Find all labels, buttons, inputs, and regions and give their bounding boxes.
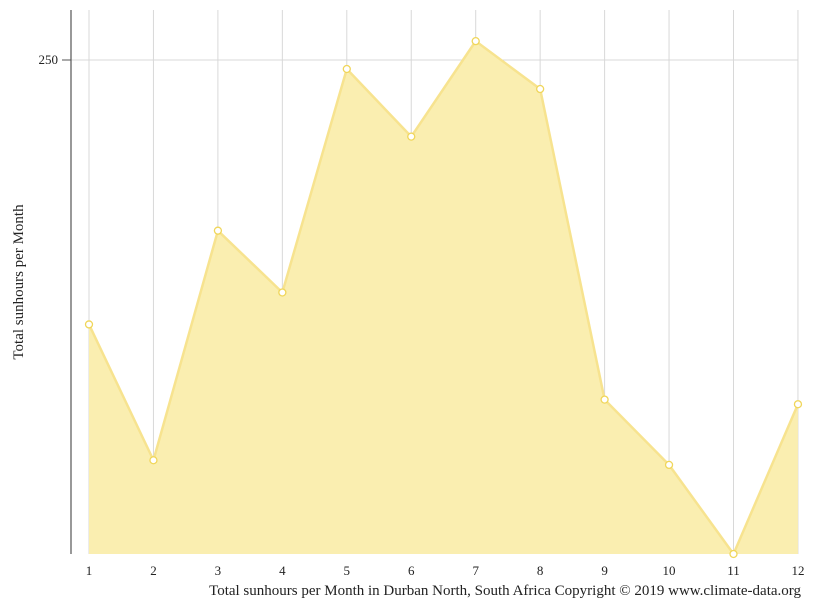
x-tick-label-4: 4 (279, 563, 286, 578)
data-point-1 (84, 320, 94, 329)
data-point-9 (600, 395, 609, 404)
data-point-3 (213, 226, 223, 235)
x-tick-label-11: 11 (727, 563, 740, 578)
x-tick-label-2: 2 (150, 563, 157, 578)
x-tick-label-10: 10 (663, 563, 676, 578)
data-point-12 (793, 400, 803, 409)
area-series (87, 39, 800, 556)
y-axis (62, 10, 72, 554)
x-tick-label-9: 9 (601, 563, 608, 578)
x-tick-label-12: 12 (791, 563, 804, 578)
data-point-4 (278, 288, 287, 297)
area-fill (89, 41, 798, 554)
chart-caption: Total sunhours per Month in Durban North… (209, 583, 801, 599)
x-tick-label-7: 7 (472, 563, 479, 578)
y-axis-title: Total sunhours per Month (11, 204, 27, 360)
data-markers (84, 36, 803, 559)
data-point-2 (149, 456, 158, 465)
data-point-8 (536, 84, 545, 94)
data-point-10 (664, 460, 674, 470)
data-point-6 (407, 132, 416, 141)
y-tick-label-250: 250 (39, 52, 59, 67)
data-point-7 (471, 36, 480, 46)
x-tick-label-1: 1 (86, 563, 93, 578)
x-tick-label-5: 5 (344, 563, 351, 578)
series-line (87, 39, 800, 556)
x-tick-label-6: 6 (408, 563, 415, 578)
x-tick-label-8: 8 (537, 563, 544, 578)
data-point-5 (342, 64, 351, 74)
data-point-11 (729, 549, 738, 559)
x-tick-label-3: 3 (215, 563, 222, 578)
